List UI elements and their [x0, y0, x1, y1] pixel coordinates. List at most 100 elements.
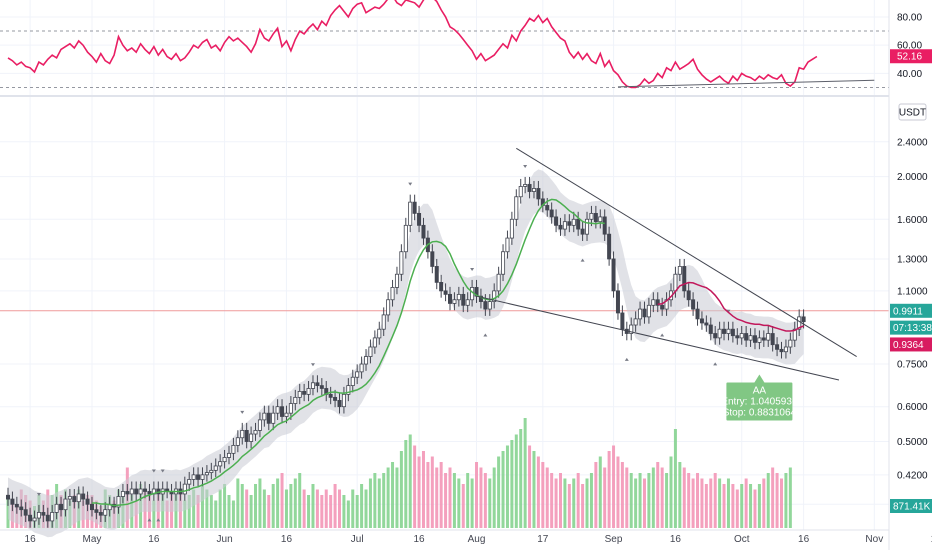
candle-body[interactable]	[297, 390, 302, 398]
candle-body[interactable]	[607, 233, 612, 260]
candle-body[interactable]	[72, 496, 77, 503]
candle-body[interactable]	[465, 299, 470, 306]
candle-body[interactable]	[536, 188, 541, 200]
candle-body[interactable]	[28, 514, 33, 522]
candle-body[interactable]	[722, 328, 727, 334]
candle-body[interactable]	[67, 496, 72, 500]
candle-body[interactable]	[531, 188, 536, 192]
candle-body[interactable]	[580, 228, 585, 235]
candle-body[interactable]	[328, 393, 333, 398]
candle-body[interactable]	[103, 509, 108, 516]
candle-body[interactable]	[686, 290, 691, 301]
wedge-upper-line[interactable]	[516, 147, 857, 357]
candle-body[interactable]	[611, 258, 616, 292]
candle-body[interactable]	[501, 251, 506, 275]
candle-body[interactable]	[593, 212, 598, 223]
candle-body[interactable]	[50, 512, 55, 522]
candle-body[interactable]	[549, 209, 554, 218]
candle-body[interactable]	[134, 488, 139, 495]
candle-body[interactable]	[257, 419, 262, 431]
candle-body[interactable]	[801, 316, 806, 323]
candle-body[interactable]	[788, 339, 793, 348]
candle-body[interactable]	[496, 273, 501, 292]
candle-body[interactable]	[527, 184, 532, 192]
candle-body[interactable]	[10, 498, 15, 505]
candle-body[interactable]	[695, 308, 700, 320]
candle-body[interactable]	[59, 503, 64, 511]
candle-body[interactable]	[226, 452, 231, 458]
candle-body[interactable]	[682, 266, 687, 292]
candle-body[interactable]	[792, 328, 797, 341]
candle-body[interactable]	[447, 293, 452, 304]
candle-body[interactable]	[589, 212, 594, 220]
candle-body[interactable]	[602, 216, 607, 235]
candle-body[interactable]	[629, 324, 634, 334]
candle-body[interactable]	[350, 376, 355, 387]
candle-body[interactable]	[32, 517, 37, 522]
candle-body[interactable]	[615, 290, 620, 314]
candle-body[interactable]	[222, 457, 227, 463]
candle-body[interactable]	[456, 293, 461, 301]
candle-body[interactable]	[646, 304, 651, 318]
candle-body[interactable]	[231, 444, 236, 454]
candle-body[interactable]	[673, 273, 678, 292]
candle-body[interactable]	[761, 337, 766, 341]
candle-body[interactable]	[94, 509, 99, 513]
candle-body[interactable]	[430, 251, 435, 267]
candle-body[interactable]	[585, 218, 590, 235]
candle-body[interactable]	[23, 509, 28, 516]
candle-body[interactable]	[545, 205, 550, 211]
candle-body[interactable]	[6, 494, 11, 500]
candle-body[interactable]	[523, 184, 528, 187]
candle-body[interactable]	[129, 488, 134, 495]
candle-body[interactable]	[509, 218, 514, 239]
candle-body[interactable]	[244, 429, 249, 442]
candle-body[interactable]	[381, 314, 386, 330]
candle-body[interactable]	[284, 412, 289, 417]
candle-body[interactable]	[147, 491, 152, 495]
candle-body[interactable]	[558, 224, 563, 230]
candle-body[interactable]	[620, 312, 625, 330]
candle-body[interactable]	[492, 290, 497, 302]
rsi-panel[interactable]	[0, 0, 889, 89]
candle-body[interactable]	[377, 328, 382, 339]
candle-body[interactable]	[677, 266, 682, 275]
candle-body[interactable]	[770, 333, 775, 346]
candle-body[interactable]	[19, 506, 24, 511]
candle-body[interactable]	[36, 512, 41, 519]
candle-body[interactable]	[408, 201, 413, 226]
candle-body[interactable]	[757, 337, 762, 343]
candle-body[interactable]	[735, 335, 740, 339]
candle-body[interactable]	[54, 503, 59, 513]
candle-body[interactable]	[89, 503, 94, 511]
candle-body[interactable]	[567, 221, 572, 226]
candle-body[interactable]	[368, 346, 373, 357]
candle-body[interactable]	[120, 491, 125, 497]
candle-body[interactable]	[138, 488, 143, 495]
candle-body[interactable]	[81, 493, 86, 500]
candle-body[interactable]	[704, 322, 709, 326]
candle-body[interactable]	[505, 237, 510, 253]
candle-body[interactable]	[633, 318, 638, 326]
candle-body[interactable]	[483, 301, 488, 310]
candle-body[interactable]	[386, 299, 391, 316]
candle-body[interactable]	[315, 382, 320, 387]
candle-body[interactable]	[262, 412, 267, 421]
candle-body[interactable]	[775, 344, 780, 350]
candle-body[interactable]	[306, 388, 311, 395]
candle-body[interactable]	[638, 308, 643, 320]
candle-body[interactable]	[271, 412, 276, 424]
candle-body[interactable]	[200, 474, 205, 480]
candle-body[interactable]	[394, 273, 399, 288]
candle-body[interactable]	[14, 503, 19, 508]
candle-body[interactable]	[85, 498, 90, 505]
candle-body[interactable]	[487, 301, 492, 310]
candle-body[interactable]	[63, 498, 68, 511]
candle-body[interactable]	[191, 474, 196, 480]
candle-body[interactable]	[218, 461, 223, 467]
candle-body[interactable]	[213, 465, 218, 471]
candle-body[interactable]	[730, 328, 735, 337]
candle-body[interactable]	[143, 488, 148, 492]
candle-body[interactable]	[439, 281, 444, 292]
